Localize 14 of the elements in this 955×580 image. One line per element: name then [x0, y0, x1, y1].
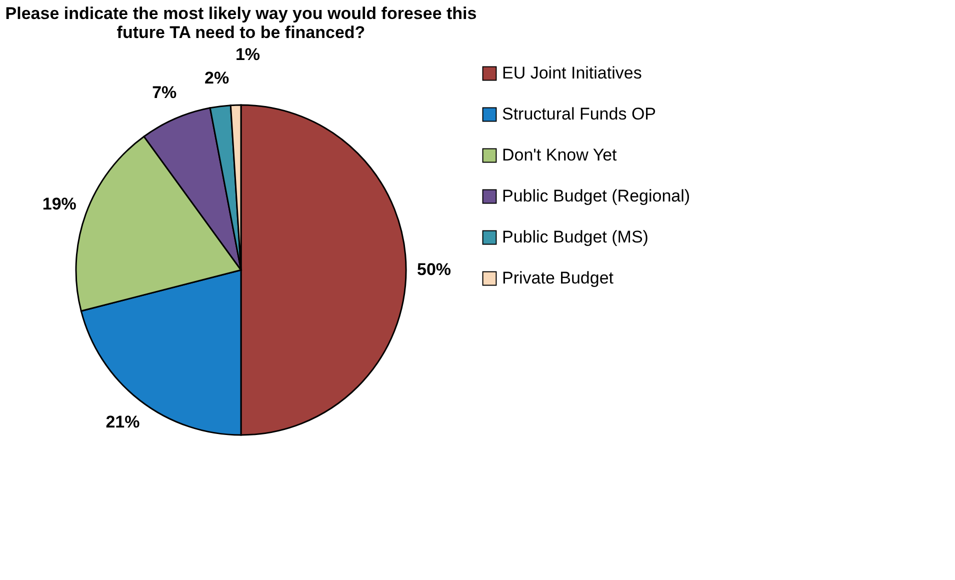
legend-label: Public Budget (Regional): [502, 186, 690, 206]
data-label: 19%: [42, 194, 76, 214]
data-label: 7%: [152, 82, 177, 102]
legend-label: Structural Funds OP: [502, 104, 656, 124]
data-label: 50%: [416, 260, 452, 279]
legend-label: Private Budget: [502, 268, 614, 288]
text: future TA need to be financed?: [116, 23, 366, 42]
data-label: 1%: [235, 45, 260, 64]
legend-label: EU Joint Initiatives: [502, 64, 642, 82]
legend-label: Public Budget (MS): [502, 228, 648, 246]
data-label: 2%: [204, 68, 230, 88]
legend-label: Don't Know Yet: [502, 146, 618, 164]
text: Please indicate the most likely way you would foresee this: [5, 4, 477, 24]
data-label: 21%: [106, 412, 140, 432]
